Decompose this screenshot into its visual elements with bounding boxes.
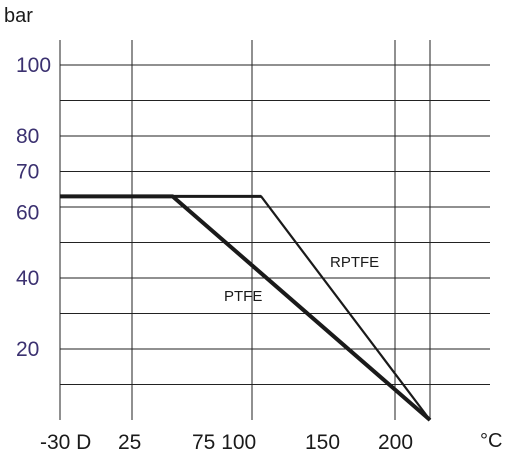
series-labels: PTFE RPTFE [224,254,379,305]
grid [59,40,490,420]
x-tick-label: 75 100 [192,431,256,454]
y-tick-label: 40 [16,267,39,290]
y-tick-label: 20 [16,338,39,361]
series-line-ptfe [60,194,432,422]
x-tick-label: 25 [118,431,141,454]
y-tick-label: 70 [16,161,39,184]
y-tick-labels: 100 80 70 60 40 20 [16,54,51,361]
x-tick-label: 200 [378,431,413,454]
series-label-ptfe: PTFE [224,288,262,305]
series-line-rptfe [60,195,431,421]
y-tick-label: 100 [16,54,51,77]
x-axis-unit: °C [480,430,502,452]
x-tick-labels: -30 D 25 75 100 150 200 [40,431,413,454]
series-lines [60,194,432,422]
x-tick-label: 150 [305,431,340,454]
y-tick-label: 60 [16,201,39,224]
x-tick-label: -30 D [40,431,91,454]
y-axis-unit: bar [4,5,33,27]
series-label-rptfe: RPTFE [330,254,379,271]
y-tick-label: 80 [16,125,39,148]
